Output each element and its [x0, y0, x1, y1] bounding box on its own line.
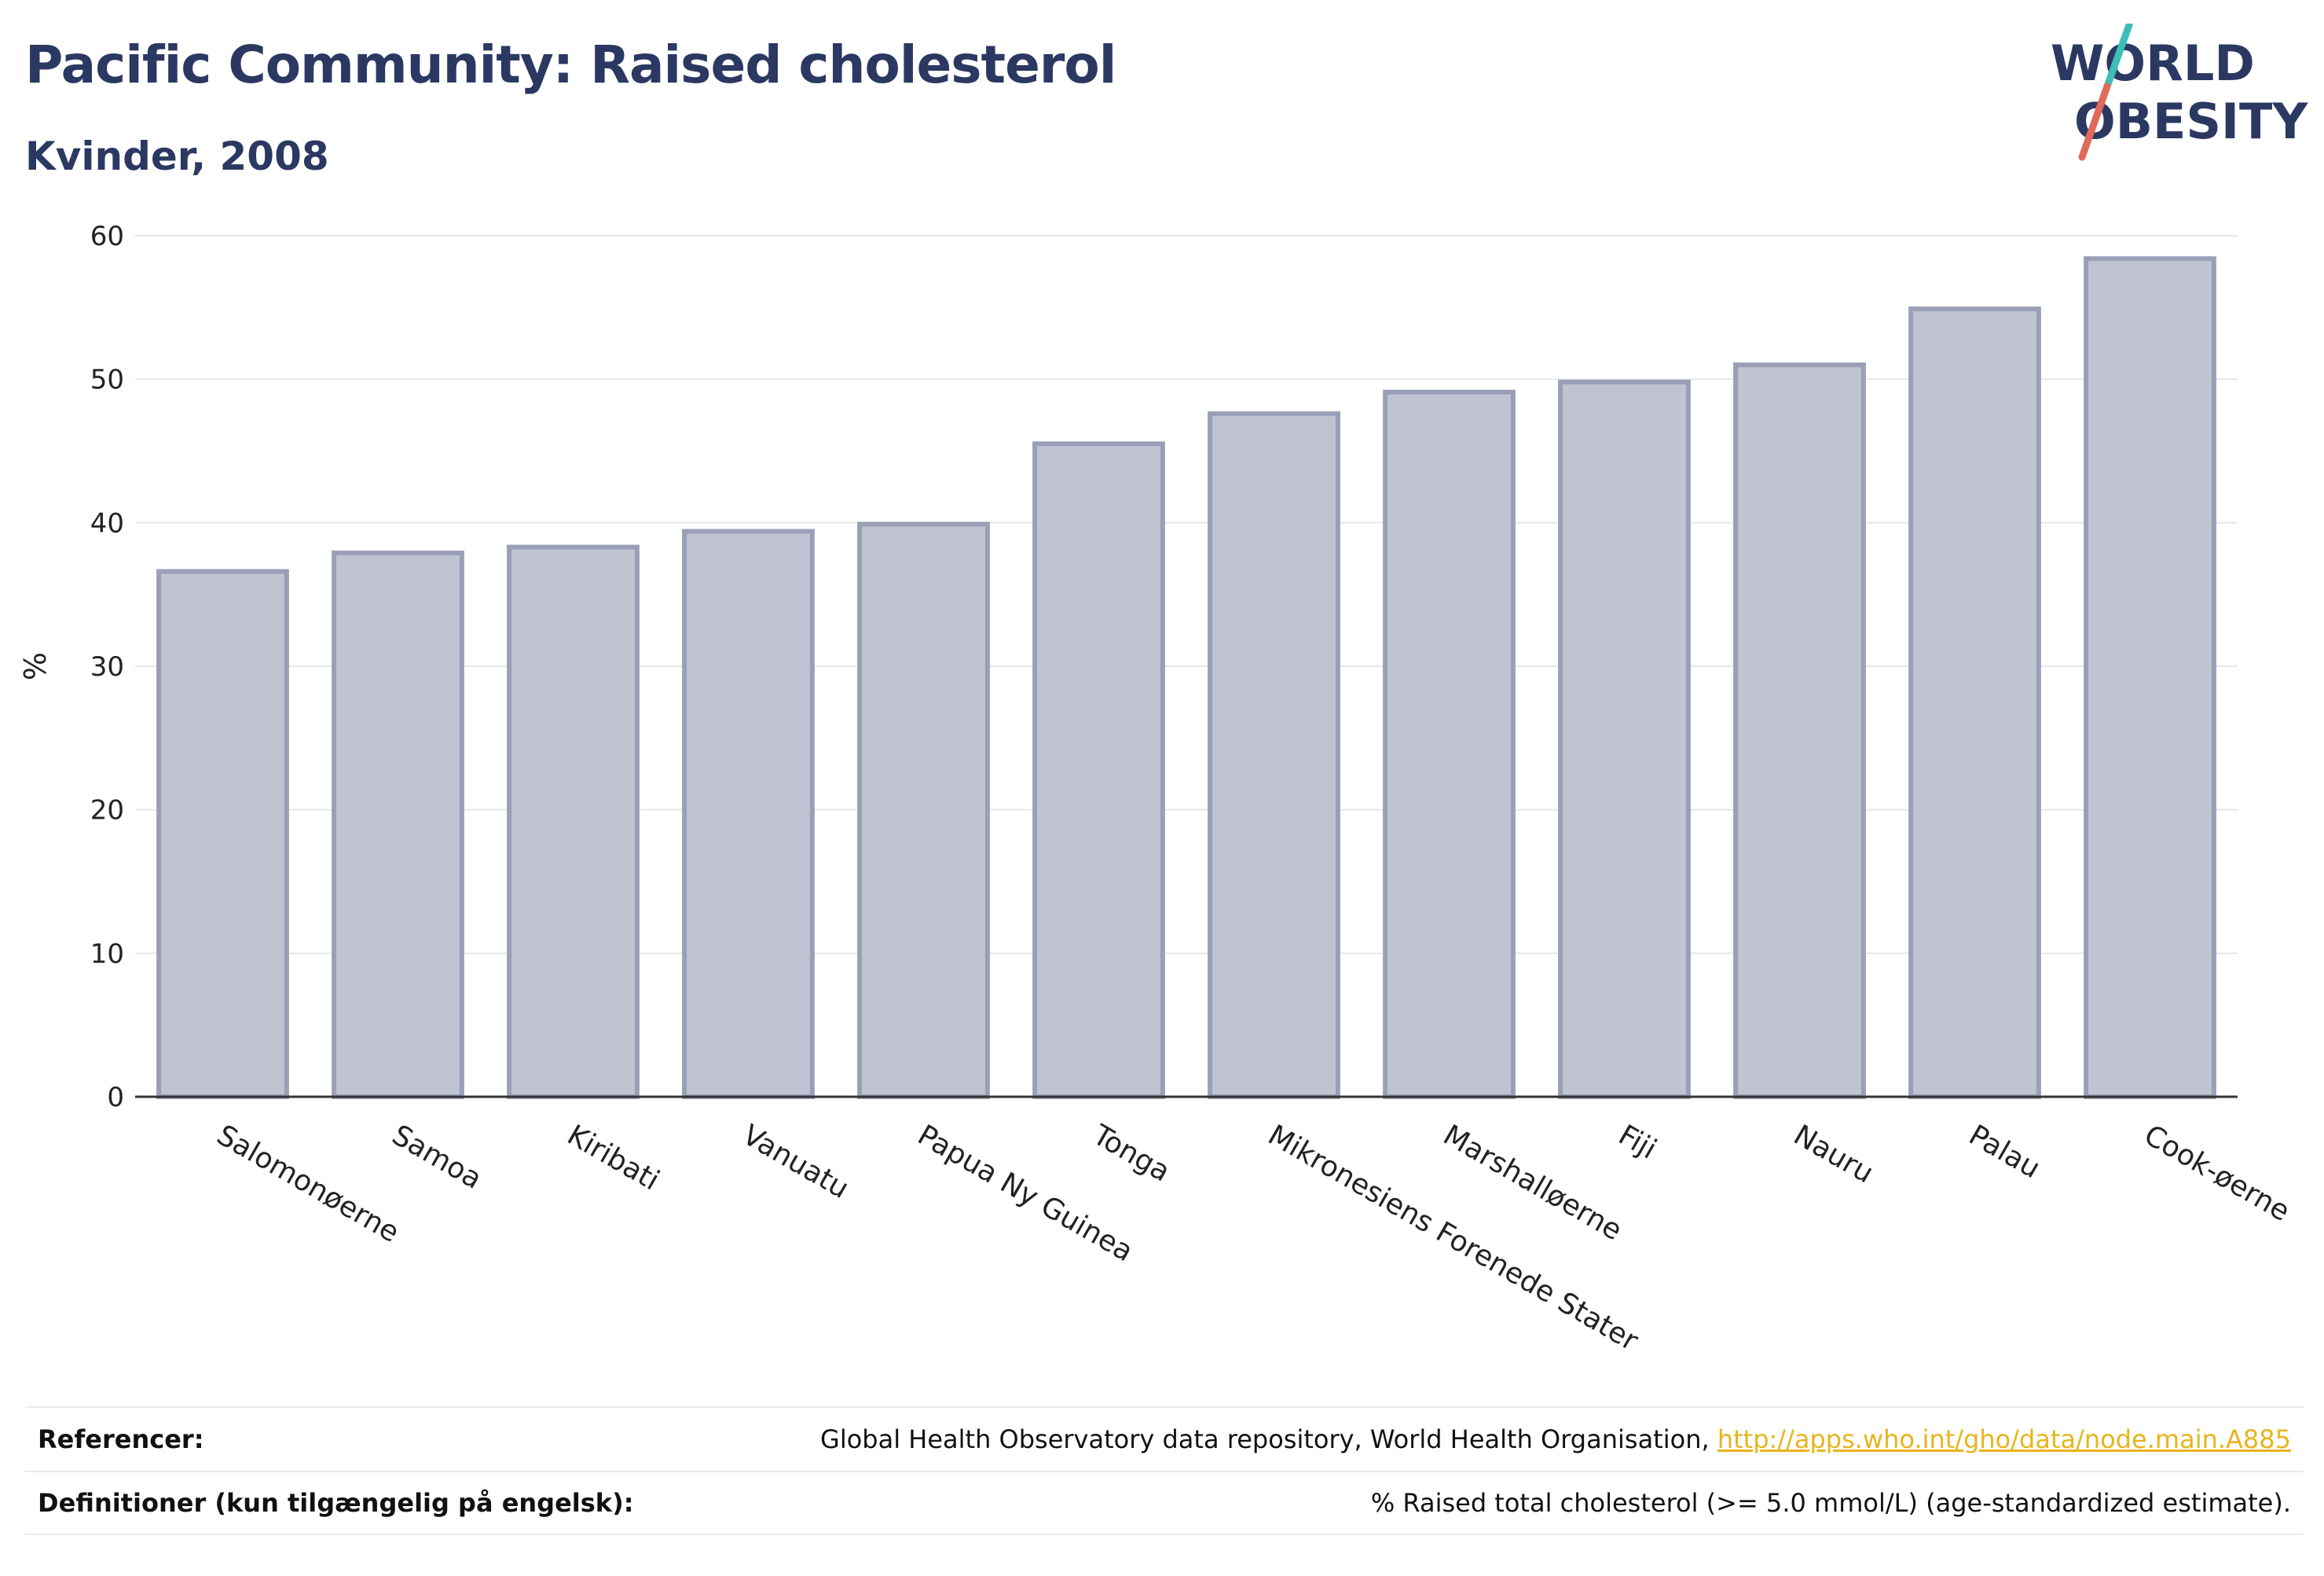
- definitions-label: Definitioner (kun tilgængelig på engelsk…: [38, 1488, 634, 1518]
- bar: [1208, 411, 1340, 1099]
- bar: [682, 529, 815, 1099]
- x-tick-label: Nauru: [1788, 1119, 1879, 1189]
- y-tick-label: 60: [90, 221, 124, 252]
- y-tick-label: 40: [90, 508, 124, 539]
- bar: [1032, 441, 1165, 1099]
- bars: [156, 256, 2216, 1100]
- x-tick-label: Vanuatu: [737, 1119, 854, 1205]
- bar: [507, 544, 640, 1099]
- bar: [1733, 362, 1866, 1099]
- world-obesity-logo: WORLD OBESITY: [2051, 24, 2308, 161]
- x-tick-label: Tonga: [1087, 1119, 1175, 1189]
- grid-lines: [135, 235, 2238, 955]
- y-tick-label: 50: [90, 365, 124, 396]
- chart-title: Pacific Community: Raised cholesterol: [25, 35, 1116, 95]
- bar: [2084, 256, 2216, 1099]
- y-tick-label: 30: [90, 651, 124, 683]
- logo-line1: WORLD: [2051, 35, 2255, 92]
- bar: [1383, 390, 1516, 1099]
- x-tick-label: Cook-øerne: [2139, 1119, 2295, 1228]
- definitions-text: % Raised total cholesterol (>= 5.0 mmol/…: [1370, 1488, 2291, 1518]
- y-tick-label: 0: [107, 1082, 124, 1113]
- references-text: Global Health Observatory data repositor…: [820, 1424, 1717, 1454]
- chart-subtitle: Kvinder, 2008: [25, 134, 329, 179]
- x-tick-label: Kiribati: [562, 1119, 665, 1197]
- footer: Referencer: Global Health Observatory da…: [25, 1406, 2304, 1535]
- definitions-row: Definitioner (kun tilgængelig på engelsk…: [25, 1471, 2304, 1535]
- x-tick-label: Salomonøerne: [211, 1119, 405, 1249]
- bar: [1908, 306, 2041, 1100]
- references-link[interactable]: http://apps.who.int/gho/data/node.main.A…: [1717, 1424, 2291, 1454]
- logo-line2: OBESITY: [2074, 93, 2308, 150]
- y-tick-label: 10: [90, 938, 124, 969]
- y-axis-ticks: 0 10 20 30 40 50 60: [90, 221, 124, 1113]
- references-label: Referencer:: [38, 1424, 204, 1454]
- x-tick-label: Samoa: [387, 1119, 487, 1196]
- bar: [156, 569, 289, 1099]
- x-tick-label: Palau: [1963, 1119, 2046, 1185]
- y-axis-label: %: [18, 652, 53, 680]
- bar: [332, 550, 464, 1099]
- references-row: Referencer: Global Health Observatory da…: [25, 1406, 2304, 1471]
- logo-slash-teal: [2103, 24, 2133, 90]
- y-tick-label: 20: [90, 795, 124, 826]
- bar: [1558, 379, 1691, 1099]
- references-value: Global Health Observatory data repositor…: [820, 1424, 2291, 1454]
- bar: [857, 522, 990, 1099]
- x-tick-label: Fiji: [1613, 1119, 1662, 1166]
- logo-slash-coral: [2078, 82, 2111, 161]
